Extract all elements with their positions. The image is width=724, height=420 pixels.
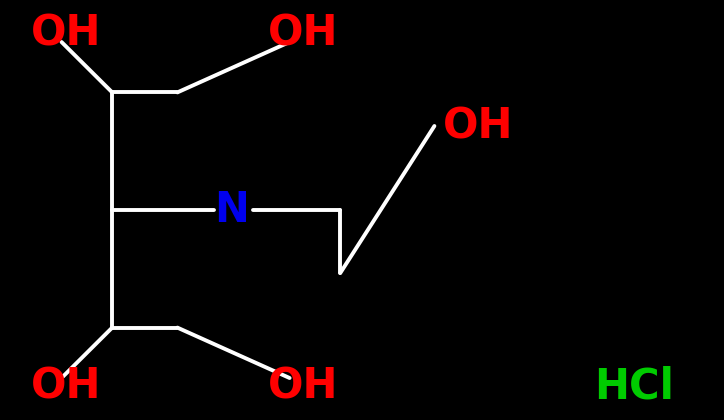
Text: OH: OH bbox=[268, 13, 338, 55]
Text: N: N bbox=[214, 189, 249, 231]
Text: OH: OH bbox=[30, 13, 101, 55]
Text: OH: OH bbox=[268, 365, 338, 407]
Text: OH: OH bbox=[30, 365, 101, 407]
Text: HCl: HCl bbox=[594, 365, 673, 407]
Text: OH: OH bbox=[443, 105, 513, 147]
